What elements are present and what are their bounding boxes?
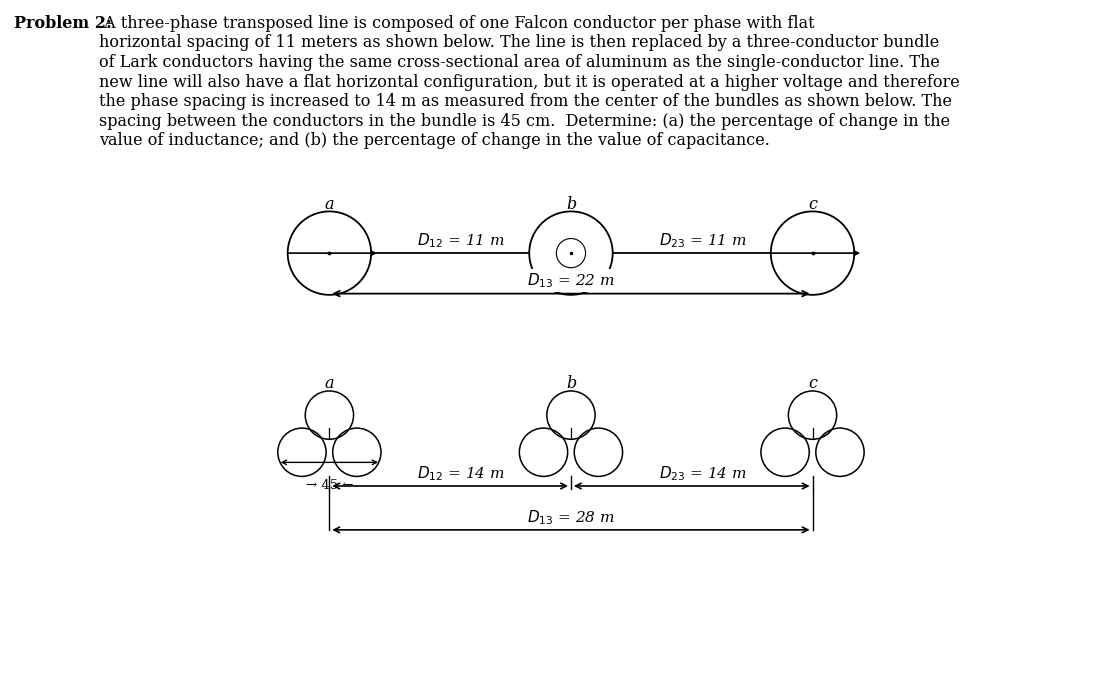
Text: c: c [808, 375, 817, 392]
Text: Problem 2:: Problem 2: [14, 15, 112, 32]
Text: $D_{23}$ = 11 m: $D_{23}$ = 11 m [659, 231, 747, 250]
Text: → 45 ←: → 45 ← [305, 479, 354, 492]
Text: c: c [808, 196, 817, 213]
Text: b: b [565, 375, 576, 392]
Text: A three-phase transposed line is composed of one Falcon conductor per phase with: A three-phase transposed line is compose… [99, 15, 960, 149]
Text: $D_{12}$ = 14 m: $D_{12}$ = 14 m [417, 464, 505, 483]
Text: $D_{12}$ = 11 m: $D_{12}$ = 11 m [417, 231, 505, 250]
Text: a: a [325, 196, 334, 213]
Text: $D_{23}$ = 14 m: $D_{23}$ = 14 m [659, 464, 747, 483]
Text: b: b [565, 196, 576, 213]
Text: $D_{13}$ = 22 m: $D_{13}$ = 22 m [527, 271, 615, 290]
Text: a: a [325, 375, 334, 392]
Text: $D_{13}$ = 28 m: $D_{13}$ = 28 m [527, 508, 615, 527]
